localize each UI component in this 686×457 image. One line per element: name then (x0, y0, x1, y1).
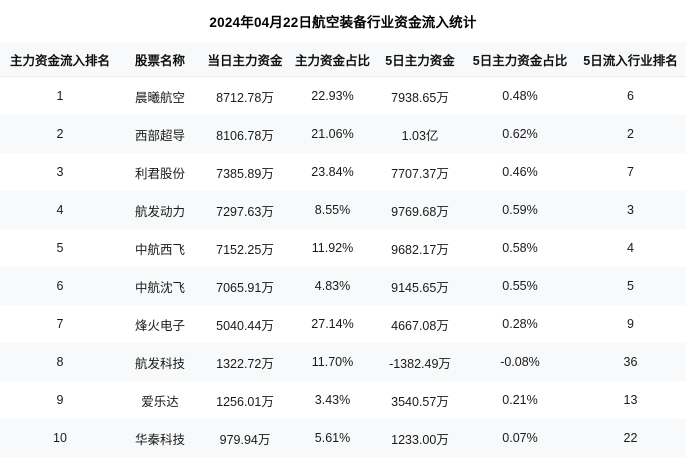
cell-5day-industry-rank: 36 (575, 343, 686, 381)
cell-main-inflow-rank: 3 (0, 153, 120, 191)
cell-5day-main-funds: 9682.17万 (375, 229, 465, 267)
column-header-today-main-funds: 当日主力资金 (200, 42, 290, 77)
cell-5day-funds-ratio: 0.28% (465, 305, 575, 343)
cell-5day-funds-ratio: 0.59% (465, 191, 575, 229)
cell-today-main-funds: 7385.89万 (200, 153, 290, 191)
cell-main-funds-ratio: 8.55% (290, 191, 375, 229)
column-header-main-inflow-rank: 主力资金流入排名 (0, 42, 120, 77)
cell-5day-industry-rank: 5 (575, 267, 686, 305)
cell-today-main-funds: 5040.44万 (200, 305, 290, 343)
cell-stock-name: 利君股份 (120, 153, 200, 191)
column-header-main-funds-ratio: 主力资金占比 (290, 42, 375, 77)
column-header-5day-funds-ratio: 5日主力资金占比 (465, 42, 575, 77)
cell-stock-name: 华秦科技 (120, 419, 200, 457)
cell-main-funds-ratio: 11.92% (290, 229, 375, 267)
cell-main-inflow-rank: 4 (0, 191, 120, 229)
page-title: 2024年04月22日航空装备行业资金流入统计 (0, 0, 686, 42)
cell-today-main-funds: 8712.78万 (200, 77, 290, 116)
cell-5day-industry-rank: 13 (575, 381, 686, 419)
cell-5day-industry-rank: 4 (575, 229, 686, 267)
cell-today-main-funds: 8106.78万 (200, 115, 290, 153)
cell-main-funds-ratio: 23.84% (290, 153, 375, 191)
cell-main-inflow-rank: 7 (0, 305, 120, 343)
cell-5day-funds-ratio: 0.58% (465, 229, 575, 267)
cell-5day-industry-rank: 6 (575, 77, 686, 116)
cell-stock-name: 晨曦航空 (120, 77, 200, 116)
cell-5day-main-funds: 1233.00万 (375, 419, 465, 457)
cell-5day-main-funds: -1382.49万 (375, 343, 465, 381)
cell-stock-name: 航发科技 (120, 343, 200, 381)
cell-5day-funds-ratio: 0.62% (465, 115, 575, 153)
cell-5day-industry-rank: 9 (575, 305, 686, 343)
cell-main-inflow-rank: 9 (0, 381, 120, 419)
cell-today-main-funds: 7152.25万 (200, 229, 290, 267)
cell-5day-main-funds: 7938.65万 (375, 77, 465, 116)
cell-stock-name: 中航沈飞 (120, 267, 200, 305)
cell-stock-name: 中航西飞 (120, 229, 200, 267)
cell-5day-main-funds: 7707.37万 (375, 153, 465, 191)
cell-stock-name: 航发动力 (120, 191, 200, 229)
cell-5day-funds-ratio: 0.48% (465, 77, 575, 116)
cell-5day-funds-ratio: 0.55% (465, 267, 575, 305)
cell-main-funds-ratio: 22.93% (290, 77, 375, 116)
cell-stock-name: 烽火电子 (120, 305, 200, 343)
cell-today-main-funds: 1256.01万 (200, 381, 290, 419)
cell-5day-industry-rank: 3 (575, 191, 686, 229)
cell-5day-main-funds: 1.03亿 (375, 115, 465, 153)
cell-5day-main-funds: 9769.68万 (375, 191, 465, 229)
cell-main-funds-ratio: 3.43% (290, 381, 375, 419)
cell-5day-industry-rank: 22 (575, 419, 686, 457)
cell-today-main-funds: 7297.63万 (200, 191, 290, 229)
cell-today-main-funds: 979.94万 (200, 419, 290, 457)
cell-5day-funds-ratio: 0.46% (465, 153, 575, 191)
cell-today-main-funds: 7065.91万 (200, 267, 290, 305)
cell-main-funds-ratio: 4.83% (290, 267, 375, 305)
cell-main-inflow-rank: 8 (0, 343, 120, 381)
cell-5day-main-funds: 3540.57万 (375, 381, 465, 419)
cell-today-main-funds: 1322.72万 (200, 343, 290, 381)
cell-5day-industry-rank: 7 (575, 153, 686, 191)
cell-main-funds-ratio: 27.14% (290, 305, 375, 343)
cell-main-inflow-rank: 6 (0, 267, 120, 305)
cell-main-funds-ratio: 21.06% (290, 115, 375, 153)
cell-main-funds-ratio: 5.61% (290, 419, 375, 457)
column-header-5day-industry-rank: 5日流入行业排名 (575, 42, 686, 77)
column-header-5day-main-funds: 5日主力资金 (375, 42, 465, 77)
cell-stock-name: 爱乐达 (120, 381, 200, 419)
cell-5day-main-funds: 4667.08万 (375, 305, 465, 343)
cell-main-inflow-rank: 1 (0, 77, 120, 116)
cell-5day-funds-ratio: 0.07% (465, 419, 575, 457)
cell-stock-name: 西部超导 (120, 115, 200, 153)
capital-flow-table: 主力资金流入排名 股票名称 当日主力资金 主力资金占比 5日主力资金 5日主力资… (0, 42, 686, 457)
cell-5day-main-funds: 9145.65万 (375, 267, 465, 305)
cell-5day-funds-ratio: -0.08% (465, 343, 575, 381)
cell-main-inflow-rank: 2 (0, 115, 120, 153)
cell-main-funds-ratio: 11.70% (290, 343, 375, 381)
cell-main-inflow-rank: 5 (0, 229, 120, 267)
column-header-stock-name: 股票名称 (120, 42, 200, 77)
cell-5day-funds-ratio: 0.21% (465, 381, 575, 419)
table-header-row: 主力资金流入排名 股票名称 当日主力资金 主力资金占比 5日主力资金 5日主力资… (0, 42, 686, 77)
cell-main-inflow-rank: 10 (0, 419, 120, 457)
cell-5day-industry-rank: 2 (575, 115, 686, 153)
